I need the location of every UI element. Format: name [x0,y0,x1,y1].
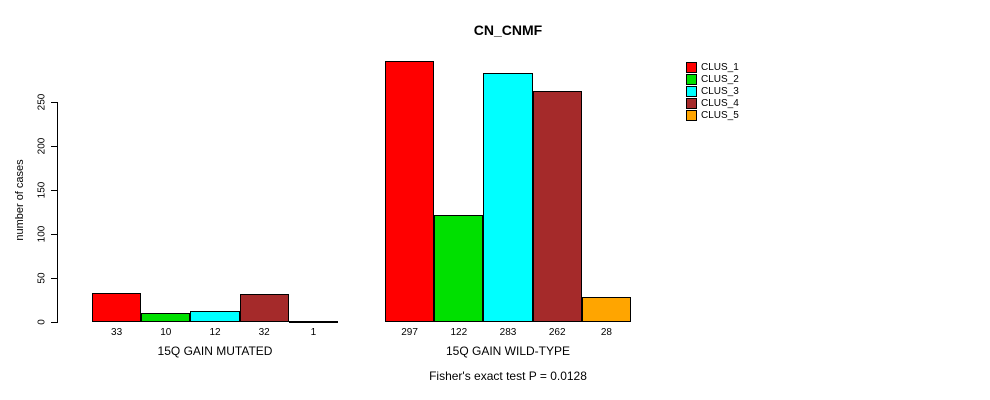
legend-label: CLUS_3 [701,85,739,97]
bar-clus_4-1 [239,294,289,322]
bar-value-label: 12 [209,327,221,338]
bar-clus_1-2 [385,61,435,322]
legend-label: CLUS_2 [701,73,739,85]
legend-label: CLUS_4 [701,97,739,109]
fisher-test-caption: Fisher's exact test P = 0.0128 [429,369,587,383]
bar-clus_2-2 [434,215,484,322]
y-tick [51,102,57,103]
bar-clus_4-2 [532,91,582,322]
bar-clus_3-2 [483,73,533,322]
y-tick-label: 100 [36,225,48,243]
category-label: 15Q GAIN MUTATED [157,344,273,358]
legend-item: CLUS_5 [686,109,739,121]
legend-swatch-icon [686,73,697,85]
legend-swatch-icon [686,61,697,73]
y-tick [51,278,57,279]
bar-clus_5-1 [288,321,338,323]
bar-value-label: 10 [160,327,172,338]
y-tick [51,234,57,235]
bar-value-label: 262 [548,327,566,338]
legend-label: CLUS_5 [701,109,739,121]
bar-value-label: 1 [310,327,317,338]
bar-value-label: 297 [401,327,418,338]
legend-swatch-icon [686,85,697,97]
legend-label: CLUS_1 [701,61,739,73]
legend-item: CLUS_2 [686,73,739,85]
y-tick [51,322,57,323]
legend-swatch-icon [686,97,697,109]
y-tick-label: 150 [36,181,48,199]
y-tick-label: 250 [36,93,48,111]
bar-clus_2-1 [141,313,191,322]
y-tick [51,146,57,147]
bar-clus_5-2 [581,297,631,322]
bar-clus_1-1 [92,293,142,322]
legend-item: CLUS_3 [686,85,739,97]
bar-value-label: 122 [450,327,468,338]
y-axis-label: number of cases [14,159,26,241]
bar-value-label: 28 [600,327,612,338]
y-axis-line [57,102,58,323]
legend-swatch-icon [686,109,697,121]
y-tick-label: 200 [36,137,48,155]
legend-item: CLUS_4 [686,97,739,109]
y-tick-label: 50 [36,272,48,284]
bar-clus_3-1 [190,311,240,322]
legend-item: CLUS_1 [686,61,739,73]
chart-title: CN_CNMF [473,22,543,38]
bar-value-label: 283 [499,327,517,338]
bar-value-label: 33 [111,327,123,338]
bar-value-label: 32 [258,327,270,338]
y-tick [51,190,57,191]
legend: CLUS_1 CLUS_2 CLUS_3 CLUS_4 CLUS_5 [686,61,739,121]
category-label: 15Q GAIN WILD-TYPE [445,344,571,358]
y-tick-label: 0 [36,319,48,325]
